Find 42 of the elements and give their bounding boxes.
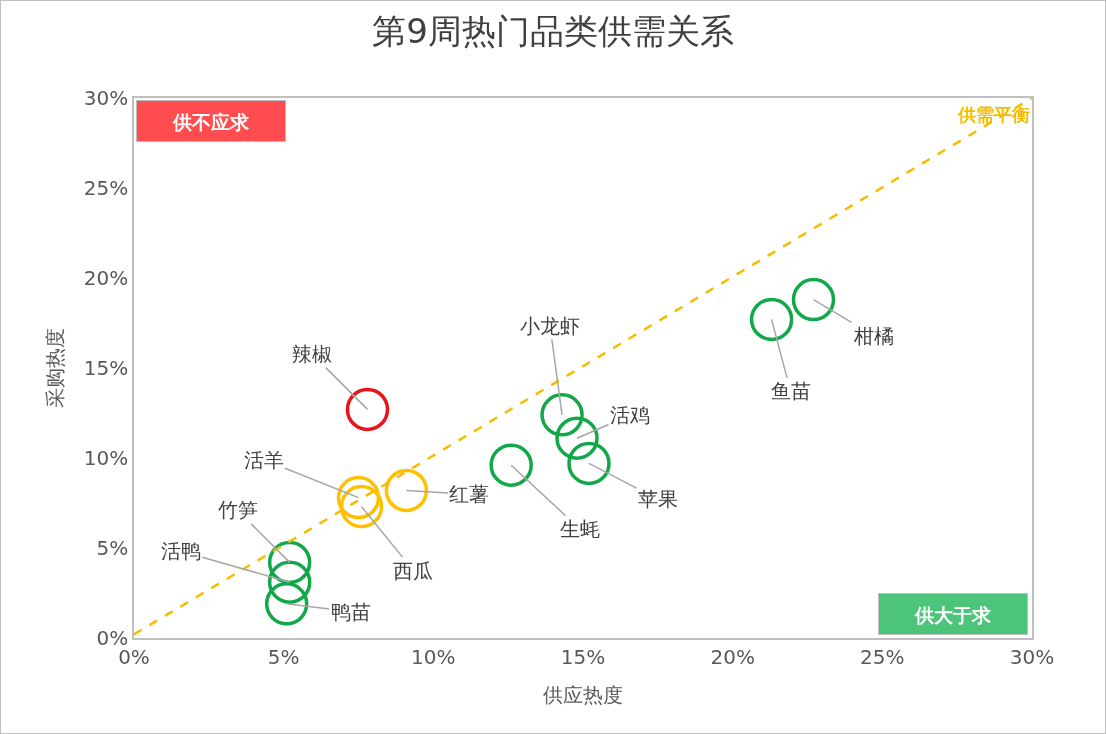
y-tick-label: 10% (83, 446, 129, 470)
quadrant-label: 供大于求 (878, 593, 1028, 635)
point (489, 443, 533, 487)
point (345, 387, 390, 432)
y-tick-label: 5% (96, 536, 129, 560)
quadrant-label: 供不应求 (136, 100, 286, 142)
point (555, 416, 599, 460)
x-tick-label: 15% (560, 644, 606, 669)
x-tick-label: 20% (710, 644, 755, 669)
annotation: 活羊 (244, 448, 284, 472)
annotation: 红薯 (449, 482, 489, 506)
point (336, 475, 381, 520)
annotation: 鱼苗 (771, 379, 811, 403)
point (567, 441, 611, 486)
y-tick-label: 15% (83, 356, 129, 380)
point (264, 582, 309, 626)
annotation: 小龙虾 (520, 314, 580, 338)
annotation: 辣椒 (292, 342, 332, 366)
point (791, 277, 836, 322)
point (267, 560, 312, 604)
x-axis-title: 供应热度 (543, 682, 623, 707)
annotation: 鸭苗 (331, 600, 371, 624)
annotation: 柑橘 (853, 324, 894, 348)
y-axis-title: 采购热度 (42, 328, 67, 408)
annotation: 活鸭 (161, 539, 201, 563)
y-tick-label: 30% (83, 86, 129, 110)
point (339, 484, 384, 529)
annotation: 竹笋 (218, 498, 258, 522)
y-tick-label: 25% (83, 176, 129, 200)
x-tick-label: 5% (267, 644, 300, 669)
point (749, 297, 794, 342)
annotation: 西瓜 (393, 559, 433, 583)
x-tick-label: 30% (1009, 644, 1055, 669)
annotation: 苹果 (638, 487, 678, 511)
y-tick-label: 20% (83, 266, 129, 290)
x-tick-label: 10% (411, 644, 456, 669)
annotation: 活鸡 (610, 403, 650, 427)
point (384, 468, 429, 513)
annotation: 生蚝 (560, 517, 600, 541)
chart-title: 第9周热门品类供需关系 (372, 11, 734, 52)
point (540, 393, 584, 437)
x-tick-label: 25% (860, 644, 905, 669)
